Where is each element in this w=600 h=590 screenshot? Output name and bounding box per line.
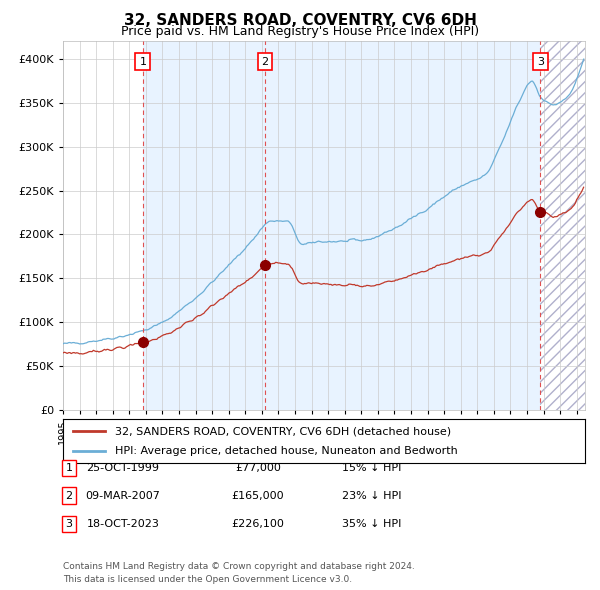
Bar [540,41,585,410]
Text: 18-OCT-2023: 18-OCT-2023 [86,519,160,529]
Text: 2: 2 [262,57,269,67]
Text: £77,000: £77,000 [235,463,281,473]
Text: 32, SANDERS ROAD, COVENTRY, CV6 6DH: 32, SANDERS ROAD, COVENTRY, CV6 6DH [124,13,476,28]
Text: 3: 3 [65,519,73,529]
Text: 3: 3 [537,57,544,67]
Text: 23% ↓ HPI: 23% ↓ HPI [342,491,402,500]
Text: 35% ↓ HPI: 35% ↓ HPI [343,519,401,529]
Text: £165,000: £165,000 [232,491,284,500]
Text: 15% ↓ HPI: 15% ↓ HPI [343,463,401,473]
Text: Price paid vs. HM Land Registry's House Price Index (HPI): Price paid vs. HM Land Registry's House … [121,25,479,38]
Text: £226,100: £226,100 [232,519,284,529]
Text: 25-OCT-1999: 25-OCT-1999 [86,463,160,473]
Text: Contains HM Land Registry data © Crown copyright and database right 2024.: Contains HM Land Registry data © Crown c… [63,562,415,571]
Text: This data is licensed under the Open Government Licence v3.0.: This data is licensed under the Open Gov… [63,575,352,584]
Text: 1: 1 [139,57,146,67]
Text: 32, SANDERS ROAD, COVENTRY, CV6 6DH (detached house): 32, SANDERS ROAD, COVENTRY, CV6 6DH (det… [115,427,451,436]
Text: 2: 2 [65,491,73,500]
Bar [540,41,585,410]
Text: 1: 1 [65,463,73,473]
Bar [143,41,540,410]
Text: HPI: Average price, detached house, Nuneaton and Bedworth: HPI: Average price, detached house, Nune… [115,446,458,455]
Text: 09-MAR-2007: 09-MAR-2007 [86,491,160,500]
